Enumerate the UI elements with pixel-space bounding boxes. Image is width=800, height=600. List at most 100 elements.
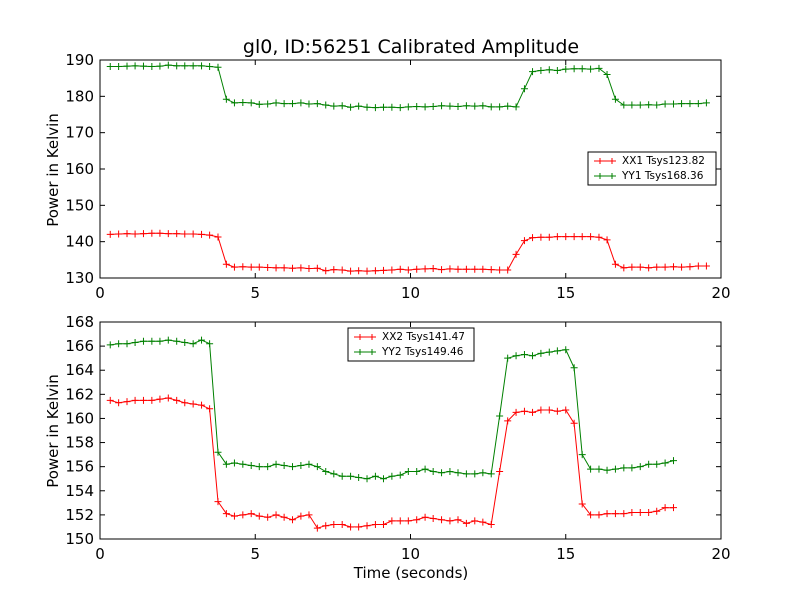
top-point-xx1 — [322, 267, 330, 275]
top-y-tick-label: 190 — [65, 51, 94, 69]
bottom-point-xx2 — [429, 515, 437, 523]
bottom-point-yy2 — [115, 340, 123, 348]
bottom-y-tick-label: 166 — [65, 337, 94, 355]
bottom-point-xx2 — [669, 504, 677, 512]
top-point-yy1 — [338, 102, 346, 110]
top-point-yy1 — [148, 63, 156, 71]
bottom-point-xx2 — [653, 507, 661, 515]
bottom-point-yy2 — [239, 460, 247, 468]
top-point-yy1 — [239, 99, 247, 107]
top-point-xx1 — [255, 263, 263, 271]
top-point-yy1 — [371, 104, 379, 112]
bottom-point-xx2 — [206, 405, 214, 413]
bottom-point-yy2 — [620, 464, 628, 472]
top-x-tick-label: 15 — [556, 284, 575, 302]
top-point-yy1 — [222, 95, 230, 103]
top-point-xx1 — [189, 230, 197, 238]
bottom-point-yy2 — [628, 464, 636, 472]
top-point-yy1 — [537, 67, 545, 75]
bottom-plot: Power in Kelvin Time (seconds) 0 5 10 15 20 1… — [44, 313, 731, 582]
bottom-point-yy2 — [587, 465, 595, 473]
bottom-point-yy2 — [429, 467, 437, 475]
bottom-y-tick-label: 154 — [65, 482, 94, 500]
top-point-xx1 — [131, 230, 139, 238]
bottom-point-yy2 — [347, 472, 355, 480]
bottom-point-yy2 — [388, 472, 396, 480]
top-point-xx1 — [164, 230, 172, 238]
bottom-point-xx2 — [156, 395, 164, 403]
bottom-y-tick-label: 156 — [65, 458, 94, 476]
top-point-yy1 — [611, 95, 619, 103]
bottom-point-yy2 — [272, 460, 280, 468]
top-point-xx1 — [206, 231, 214, 239]
bottom-point-xx2 — [446, 517, 454, 525]
top-point-xx1 — [504, 266, 512, 274]
bottom-legend-label-xx2: XX2 Tsys141.47 — [382, 331, 465, 343]
top-point-yy1 — [628, 101, 636, 109]
bottom-point-yy2 — [173, 337, 181, 345]
top-point-yy1 — [578, 65, 586, 73]
top-y-tick-label: 180 — [65, 87, 94, 105]
top-point-xx1 — [578, 233, 586, 241]
bottom-point-xx2 — [198, 401, 206, 409]
top-point-yy1 — [471, 102, 479, 110]
bottom-point-xx2 — [620, 510, 628, 518]
bottom-point-xx2 — [487, 521, 495, 529]
top-point-yy1 — [123, 62, 131, 70]
top-x-tick-label: 5 — [250, 284, 260, 302]
bottom-plot-frame — [99, 321, 722, 540]
top-point-xx1 — [661, 263, 669, 271]
bottom-point-xx2 — [628, 508, 636, 516]
top-point-yy1 — [313, 100, 321, 108]
top-point-xx1 — [694, 262, 702, 270]
top-point-yy1 — [355, 102, 363, 110]
bottom-point-xx2 — [330, 521, 338, 529]
bottom-point-yy2 — [222, 460, 230, 468]
bottom-point-yy2 — [264, 463, 272, 471]
top-point-xx1 — [239, 263, 247, 271]
top-point-yy1 — [322, 101, 330, 109]
top-legend-entry-xx1: XX1 Tsys123.82 — [594, 155, 705, 167]
bottom-point-xx2 — [355, 523, 363, 531]
bottom-x-tick-label: 5 — [250, 545, 260, 563]
bottom-point-xx2 — [164, 394, 172, 402]
top-legend: XX1 Tsys123.82 YY1 Tsys168.36 — [587, 151, 717, 186]
top-point-xx1 — [230, 263, 238, 271]
top-point-xx1 — [570, 233, 578, 241]
top-point-yy1 — [297, 99, 305, 107]
bottom-point-yy2 — [139, 337, 147, 345]
bottom-point-yy2 — [371, 472, 379, 480]
top-point-xx1 — [355, 267, 363, 275]
bottom-x-tick-label: 0 — [95, 545, 105, 563]
top-point-xx1 — [115, 230, 123, 238]
bottom-point-yy2 — [123, 340, 131, 348]
top-point-xx1 — [347, 267, 355, 275]
bottom-point-yy2 — [446, 467, 454, 475]
top-point-xx1 — [653, 263, 661, 271]
bottom-legend: XX2 Tsys141.47 YY2 Tsys149.46 — [347, 327, 475, 362]
bottom-point-xx2 — [363, 522, 371, 530]
bottom-point-yy2 — [421, 465, 429, 473]
top-point-xx1 — [537, 233, 545, 241]
bottom-y-tick-label: 164 — [65, 361, 94, 379]
bottom-point-xx2 — [471, 517, 479, 525]
bottom-legend-label-yy2: YY2 Tsys149.46 — [381, 346, 464, 358]
bottom-point-xx2 — [421, 513, 429, 521]
top-point-xx1 — [496, 266, 504, 274]
bottom-point-yy2 — [198, 336, 206, 344]
top-point-yy1 — [214, 63, 222, 71]
top-point-yy1 — [413, 103, 421, 111]
bottom-point-xx2 — [255, 512, 263, 520]
bottom-x-tick-label: 10 — [401, 545, 420, 563]
bottom-point-yy2 — [595, 465, 603, 473]
top-point-yy1 — [139, 62, 147, 70]
top-point-xx1 — [396, 265, 404, 273]
bottom-point-xx2 — [289, 516, 297, 524]
bottom-point-yy2 — [363, 475, 371, 483]
bottom-y-tick-label: 162 — [65, 385, 94, 403]
bottom-point-yy2 — [206, 340, 214, 348]
top-point-yy1 — [280, 100, 288, 108]
bottom-x-axis-label: Time (seconds) — [353, 564, 469, 582]
top-point-yy1 — [686, 100, 694, 108]
